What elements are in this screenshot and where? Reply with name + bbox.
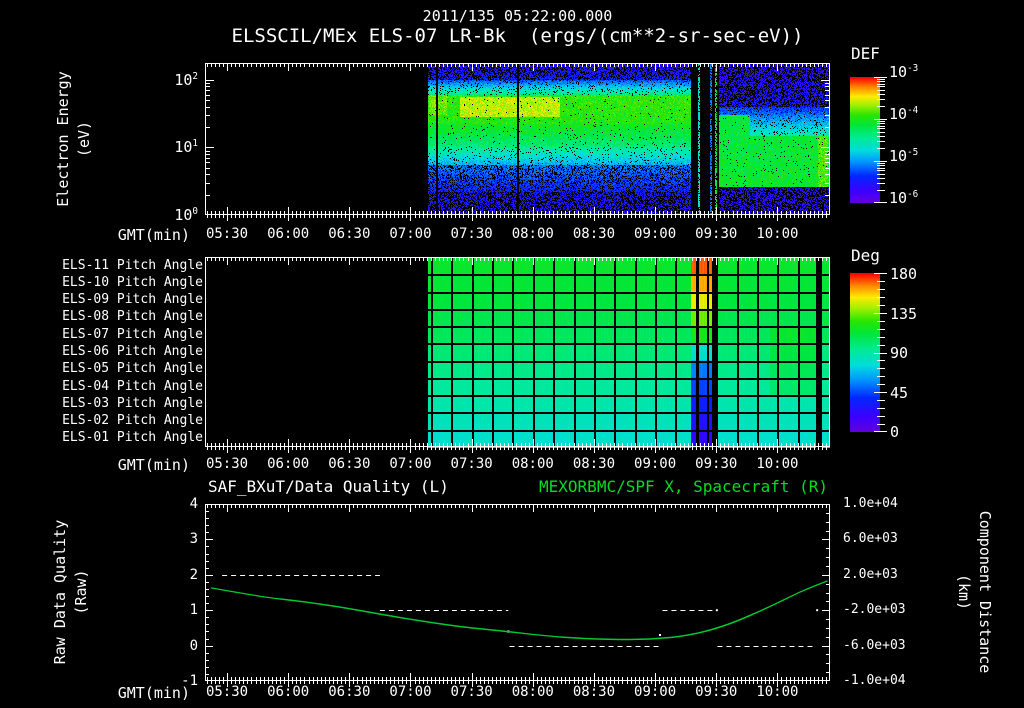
quality-axis-label-line2: (Raw): [72, 569, 90, 615]
time-tick-label: 09:30: [695, 226, 738, 242]
quality-ytick-label: -1: [181, 673, 198, 689]
deg-colorbar: [850, 273, 888, 432]
def-colorbar-tick-label: 10-4: [889, 104, 919, 123]
pitch-angle-plot: [205, 257, 830, 453]
distance-ytick-label: 2.0e+03: [843, 566, 898, 582]
gmt-axis-label: GMT(min): [117, 226, 190, 244]
spacecraft-right-axis-title: MEXORBMC/SPF X, Spacecraft (R): [539, 477, 828, 496]
time-tick-label: 07:30: [450, 456, 493, 472]
quality-ytick-label: 1: [189, 602, 198, 619]
pitch-row-label: ELS-10 Pitch Angle: [62, 274, 203, 290]
time-axis-row-bottom: GMT(min) 05:30 06:00 06:30 07:00 07:30 08:00 0…: [0, 684, 1024, 702]
energy-axis-label: Electron Energy (eV): [53, 59, 97, 219]
distance-ytick-label: -1.0e+04: [843, 673, 906, 688]
pitch-row-label: ELS-01 Pitch Angle: [62, 430, 203, 446]
time-axis-row-middle: GMT(min) 05:30 06:00 06:30 07:00 07:30 08:00 0…: [0, 456, 1024, 474]
time-tick-label: 08:30: [572, 456, 616, 472]
time-tick-label: 07:00: [389, 456, 432, 472]
distance-axis-label: Component Distance (km): [951, 497, 995, 687]
distance-ytick-label: 1.0e+04: [843, 496, 898, 511]
time-tick-label: 08:00: [511, 456, 554, 472]
time-tick-label: 05:30: [205, 456, 249, 472]
time-tick-label: 06:30: [328, 456, 371, 472]
time-tick-label: 08:00: [511, 684, 554, 700]
plot-instrument-title: ELSSCIL/MEx ELS-07 LR-Bk (ergs/(cm**2-sr…: [231, 25, 804, 47]
time-tick-label: 08:30: [572, 226, 616, 242]
time-tick-label: 07:30: [450, 684, 493, 700]
time-tick-label: 06:30: [328, 226, 371, 242]
quality-ytick-label: 0: [189, 637, 198, 654]
deg-colorbar-tick-label: 0: [890, 423, 900, 441]
time-tick-label: 09:00: [634, 684, 677, 700]
time-tick-label: 06:00: [267, 456, 310, 472]
deg-colorbar-tick-label: 45: [890, 383, 909, 402]
time-tick-label: 09:00: [634, 226, 677, 242]
distance-axis-label-line2: (km): [955, 573, 973, 611]
energy-axis-label-line2: (eV): [75, 120, 93, 158]
quality-ytick-label: 4: [189, 496, 198, 512]
time-tick-label: 07:00: [389, 226, 432, 242]
quality-axis-label: Raw Data Quality (Raw): [50, 502, 94, 682]
time-tick-label: 09:30: [695, 456, 738, 472]
pitch-row-label: ELS-02 Pitch Angle: [62, 413, 203, 429]
def-colorbar-tick-label: 10-3: [889, 63, 919, 81]
time-tick-label: 10:00: [756, 684, 799, 700]
pitch-row-label: ELS-08 Pitch Angle: [62, 309, 203, 325]
quality-ytick-label: 3: [189, 531, 198, 548]
deg-colorbar-tick-label: 90: [890, 344, 909, 362]
pitch-row-label: ELS-04 Pitch Angle: [62, 378, 203, 394]
time-tick-label: 05:30: [205, 226, 249, 242]
quality-distance-plot: [205, 504, 830, 687]
time-tick-label: 06:00: [267, 684, 310, 700]
time-axis-row-top: GMT(min) 05:30 06:00 06:30 07:00 07:30 08:00 0…: [0, 226, 1024, 244]
time-tick-label: 07:00: [389, 684, 432, 700]
distance-ytick-label: -6.0e+03: [843, 637, 906, 653]
def-colorbar-tick-label: 10-5: [889, 147, 919, 165]
energy-axis-label-line1: Electron Energy: [54, 71, 72, 207]
time-tick-label: 08:00: [511, 226, 554, 242]
time-tick-label: 09:00: [634, 456, 677, 472]
time-tick-label: 10:00: [756, 456, 799, 472]
pitch-row-label: ELS-03 Pitch Angle: [62, 395, 203, 411]
def-colorbar: [850, 77, 888, 203]
gmt-axis-label: GMT(min): [117, 456, 190, 474]
quality-ytick-label: 2: [189, 566, 198, 583]
quality-left-axis-title: SAF_BXuT/Data Quality (L): [208, 477, 449, 496]
time-tick-label: 05:30: [205, 684, 249, 700]
quality-axis-label-line1: Raw Data Quality: [51, 519, 69, 665]
pitch-row-label: ELS-06 Pitch Angle: [62, 344, 203, 359]
time-tick-label: 06:00: [267, 226, 310, 242]
distance-ytick-label: 6.0e+03: [843, 531, 898, 547]
energy-ytick-label: 100: [174, 206, 198, 224]
energy-ytick-label: 101: [174, 138, 198, 157]
pitch-row-label: ELS-07 Pitch Angle: [62, 326, 203, 342]
time-tick-label: 09:30: [695, 684, 738, 700]
distance-ytick-label: -2.0e+03: [843, 602, 906, 618]
def-colorbar-tick-label: 10-6: [889, 189, 919, 207]
def-colorbar-title: DEF: [851, 44, 880, 63]
time-tick-label: 06:30: [328, 684, 371, 700]
pitch-row-label: ELS-05 Pitch Angle: [62, 361, 203, 377]
energy-ytick-label: 102: [174, 70, 198, 89]
electron-spectrogram-plot: [205, 63, 830, 221]
plot-datetime-title: 2011/135 05:22:00.000: [422, 7, 613, 25]
pitch-row-label: ELS-09 Pitch Angle: [62, 292, 203, 308]
time-tick-label: 10:00: [756, 226, 799, 242]
time-tick-label: 08:30: [572, 684, 616, 700]
deg-colorbar-tick-label: 180: [890, 265, 918, 283]
gmt-axis-label: GMT(min): [117, 684, 190, 702]
deg-colorbar-title: Deg: [851, 246, 880, 265]
distance-axis-label-line1: Component Distance: [976, 510, 994, 674]
deg-colorbar-tick-label: 135: [890, 304, 918, 323]
time-tick-label: 07:30: [450, 226, 493, 242]
pitch-row-label: ELS-11 Pitch Angle: [62, 257, 203, 273]
